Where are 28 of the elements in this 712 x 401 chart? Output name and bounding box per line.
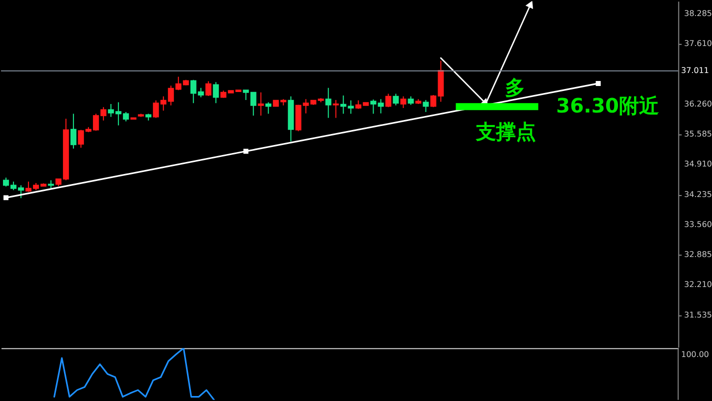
annotation: 支撑点	[475, 120, 536, 144]
y-tick-label: 32.885	[684, 250, 712, 260]
y-tick-label: 37.610	[684, 39, 712, 48]
point	[243, 148, 248, 154]
annotation: 多	[505, 76, 526, 100]
candlestick	[400, 96, 406, 108]
candlestick	[422, 99, 429, 113]
y-tick-label: 34.910	[684, 160, 712, 169]
y-tick-label: 31.535	[684, 310, 712, 320]
candlestick	[258, 92, 264, 116]
annotation: 36.30附近	[556, 94, 660, 118]
y-tick-label: 38.285	[684, 9, 712, 18]
ref-line-label: 37.011	[681, 66, 709, 75]
candlestick	[265, 102, 272, 114]
candlestick	[332, 99, 339, 118]
y-tick-label: 35.585	[684, 130, 712, 139]
y-tick-label: 34.235	[684, 190, 712, 199]
point	[3, 195, 8, 200]
candlestick	[392, 93, 399, 106]
y-tick-label: 32.210	[684, 280, 712, 290]
text: 100.00	[681, 350, 709, 360]
candlestick	[385, 93, 392, 108]
candlestick	[325, 87, 332, 118]
candlestick	[212, 82, 219, 104]
candlestick	[205, 80, 212, 96]
candlestick	[70, 113, 76, 150]
y-tick-label: 33.560	[684, 220, 712, 229]
y-tick-label: 36.260	[684, 99, 712, 108]
